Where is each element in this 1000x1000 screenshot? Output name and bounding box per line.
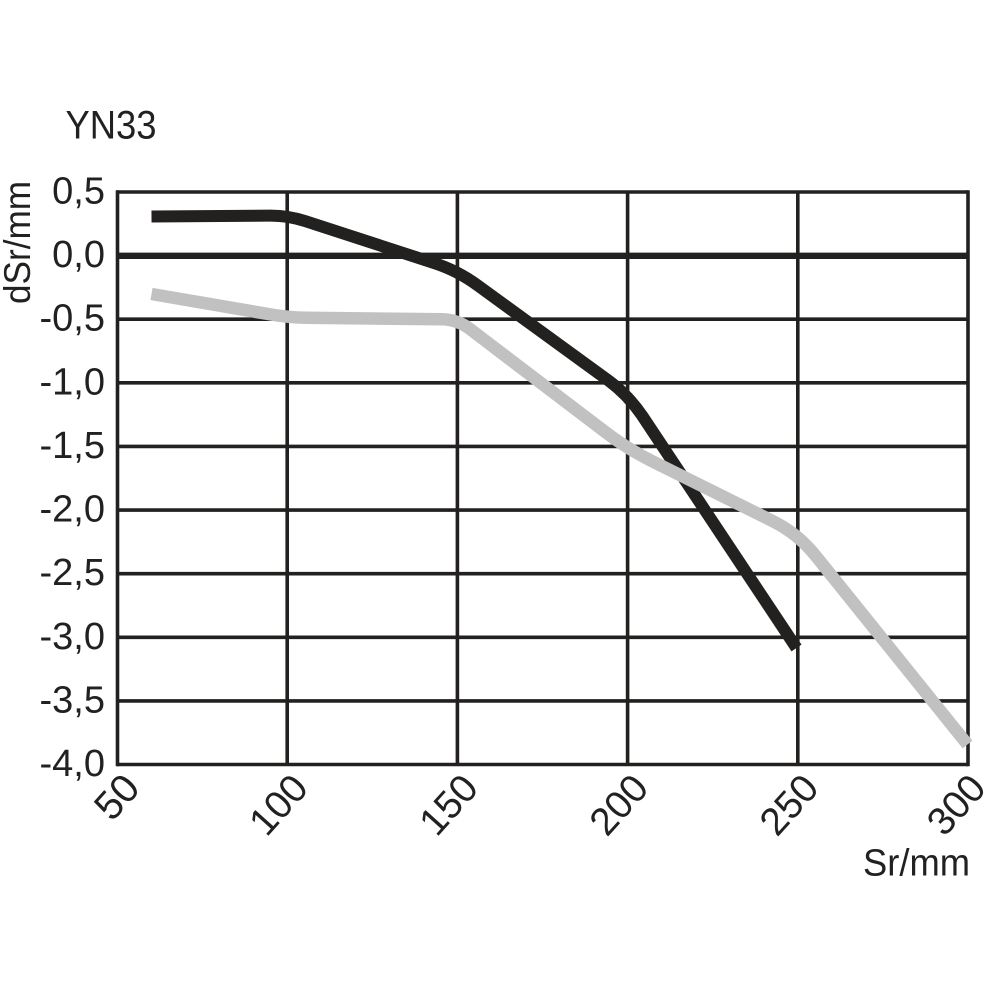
svg-text:0,0: 0,0 — [52, 234, 105, 276]
svg-text:-3,0: -3,0 — [40, 616, 105, 658]
svg-text:300: 300 — [919, 767, 995, 844]
svg-text:dSr/mm: dSr/mm — [0, 181, 38, 304]
svg-text:-1,0: -1,0 — [40, 361, 105, 403]
svg-text:Sr/mm: Sr/mm — [863, 843, 970, 885]
svg-text:-2,0: -2,0 — [40, 489, 105, 531]
svg-text:200: 200 — [582, 767, 658, 844]
svg-text:YN33: YN33 — [66, 104, 157, 148]
svg-text:-3,5: -3,5 — [40, 679, 105, 721]
svg-text:-1,5: -1,5 — [40, 425, 105, 467]
svg-text:-4,0: -4,0 — [40, 743, 105, 785]
svg-text:150: 150 — [411, 767, 487, 844]
svg-text:-2,5: -2,5 — [40, 552, 105, 594]
svg-text:250: 250 — [752, 767, 828, 844]
svg-text:-0,5: -0,5 — [40, 298, 105, 340]
svg-text:0,5: 0,5 — [52, 171, 105, 213]
svg-text:100: 100 — [241, 767, 317, 844]
